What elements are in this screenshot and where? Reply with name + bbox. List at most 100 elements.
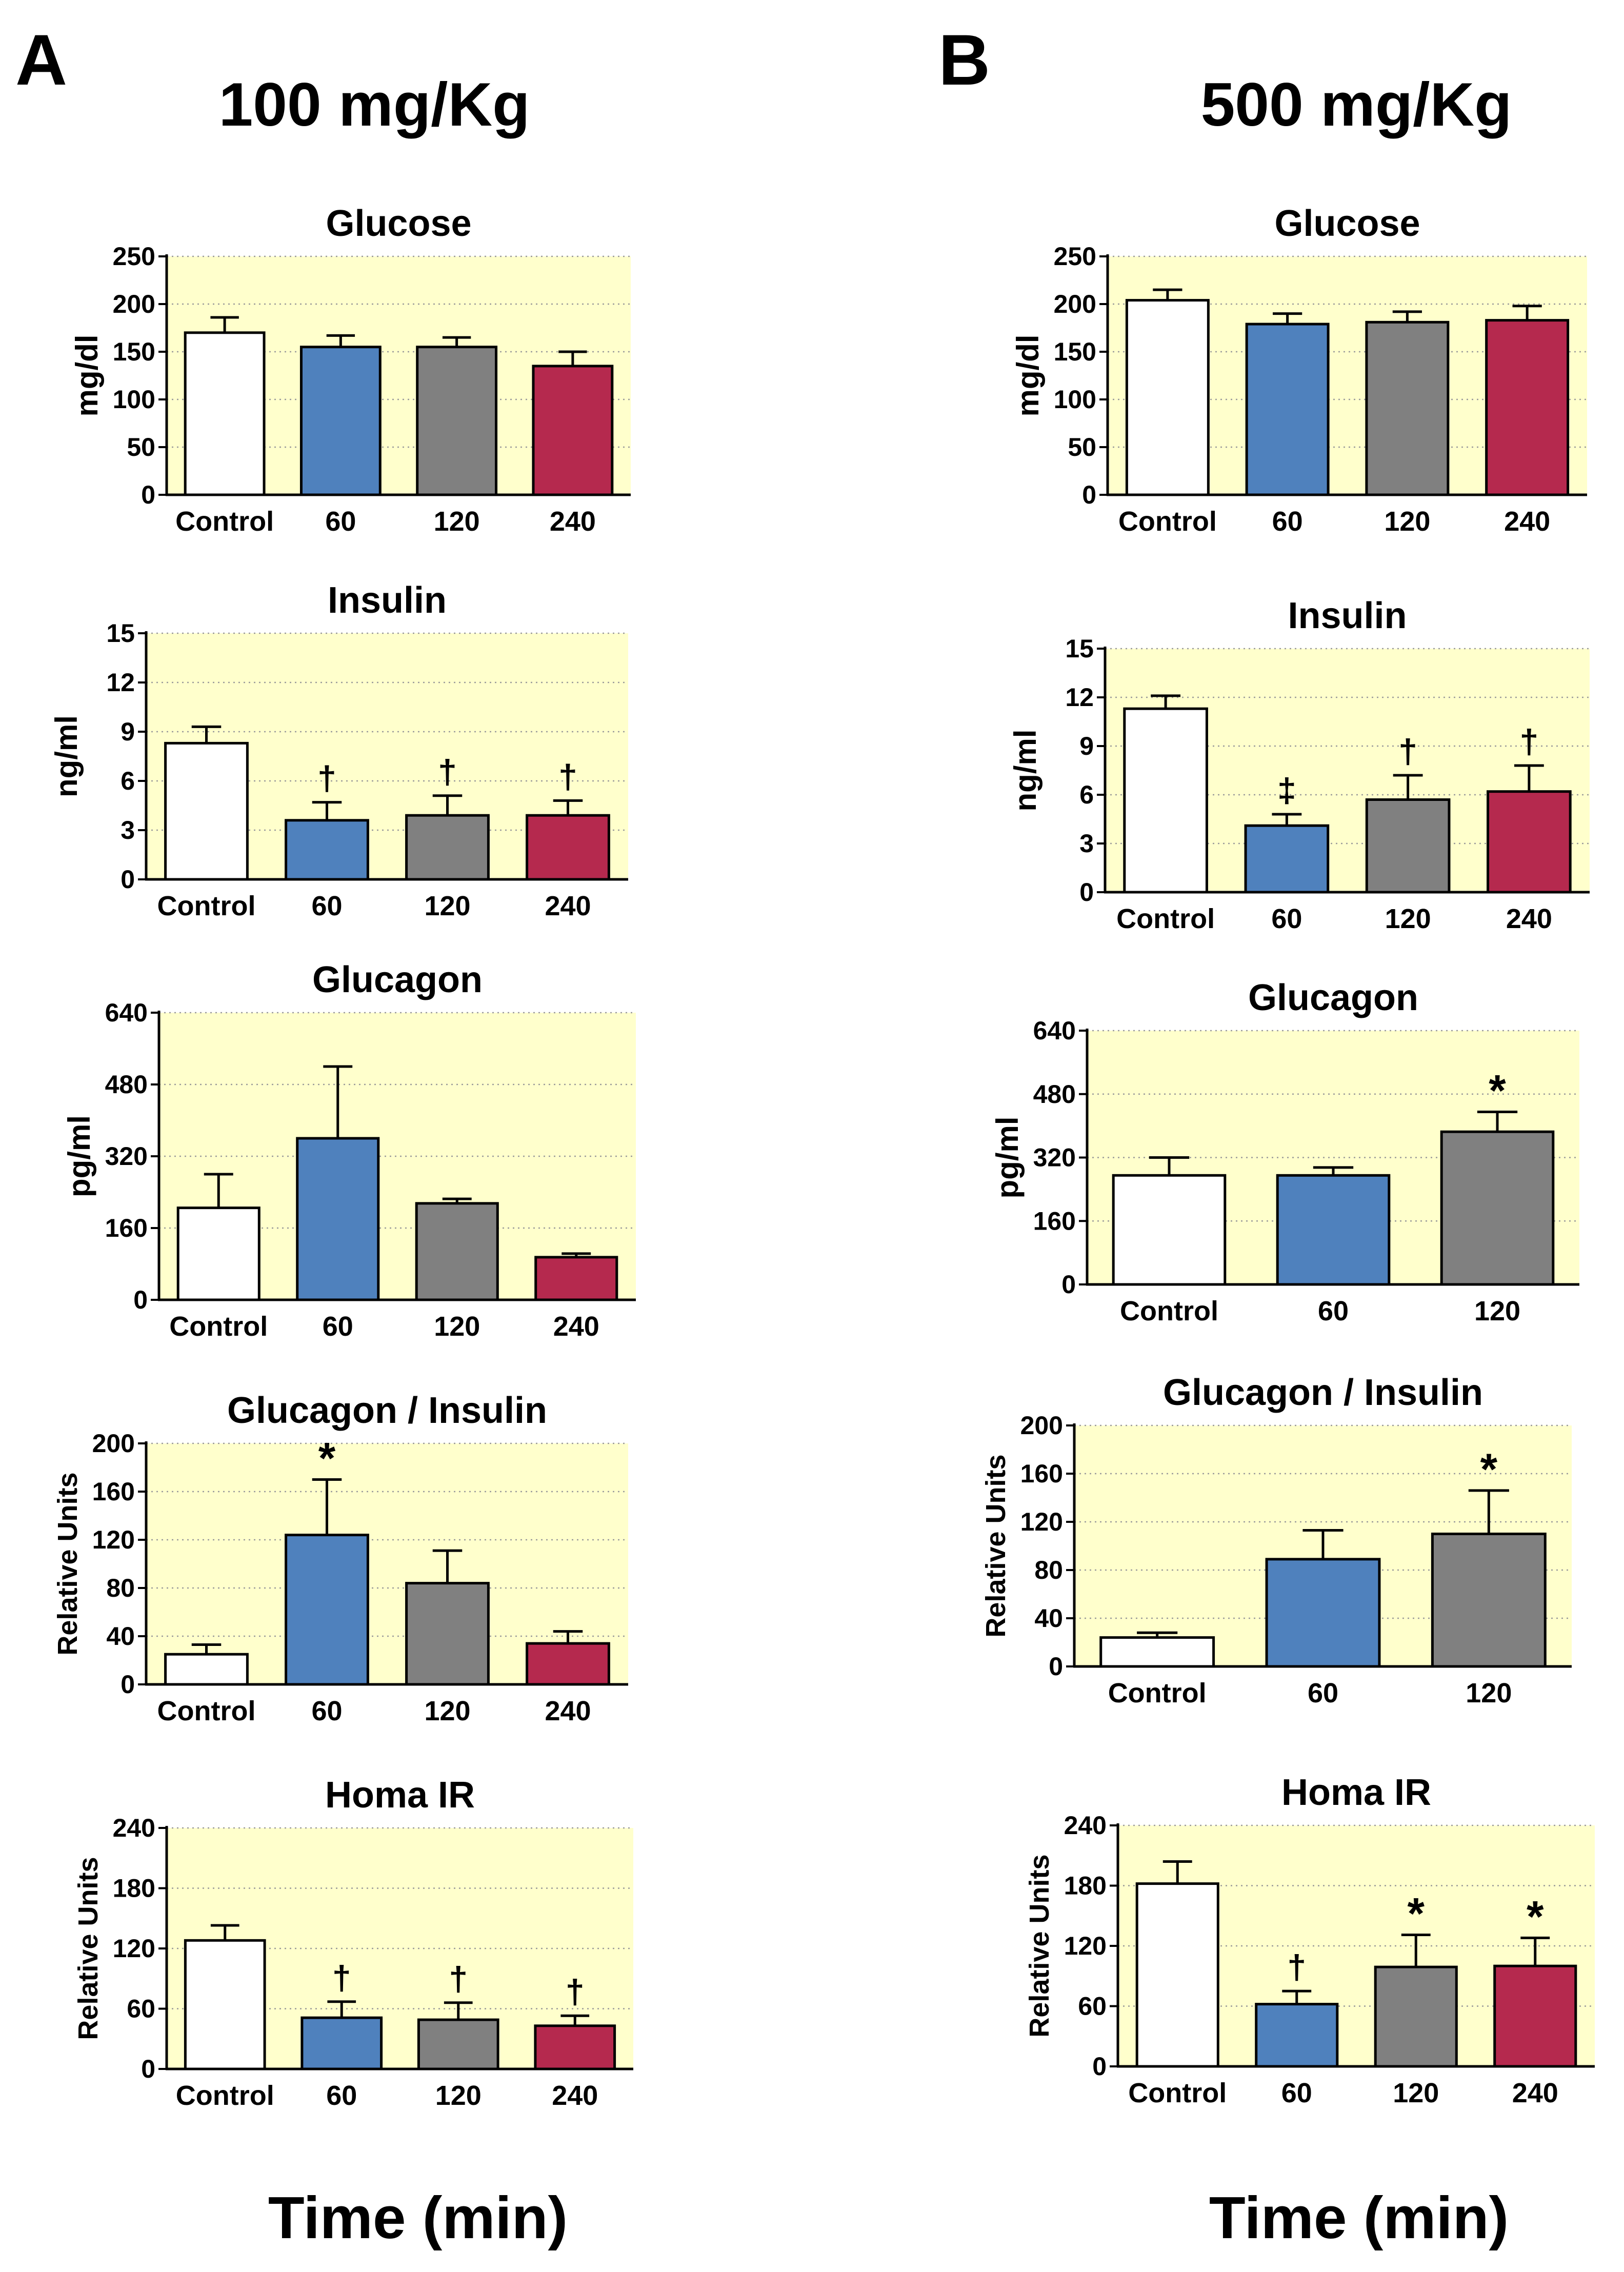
panel-a-insulin-ytick-label: 9 xyxy=(121,717,135,746)
panel-b-homa-ir-category-120: 120 xyxy=(1393,2078,1439,2108)
panel-b-insulin-category-240: 240 xyxy=(1506,903,1552,934)
panel-a-glucose-ytick-label: 150 xyxy=(113,337,155,366)
panel-b-glucagon-significance-120: * xyxy=(1489,1067,1506,1116)
panel-b-glucagon-title: Glucagon xyxy=(1248,977,1418,1018)
panel-a-insulin-ytick-label: 6 xyxy=(121,767,135,795)
panel-a-glucagon-bar-60 xyxy=(296,1137,380,1301)
panel-b-insulin-significance-60: ‡ xyxy=(1277,771,1296,809)
panel-a-glucagon-ytick-label: 320 xyxy=(105,1142,148,1171)
panel-b-glucagon-insulin-category-120: 120 xyxy=(1466,1678,1512,1708)
panel-a-glucagon-insulin-ytick-label: 40 xyxy=(106,1622,135,1651)
panel-a-insulin-ytick-label: 3 xyxy=(121,816,135,845)
panel-b-homa-ir-category-control: Control xyxy=(1128,2078,1227,2108)
panel-a-glucose-category-control: Control xyxy=(175,506,274,537)
panel-b-glucagon-insulin-category-60: 60 xyxy=(1308,1678,1338,1708)
panel-b-homa-ir-ytick-label: 240 xyxy=(1064,1811,1107,1840)
panel-a-insulin-ytick-label: 12 xyxy=(106,668,135,697)
panel-a-letter: A xyxy=(15,19,67,100)
panel-b-homa-ir-significance-60: † xyxy=(1287,1948,1306,1986)
panel-a-glucose-ytick-label: 200 xyxy=(113,290,155,318)
panel-b-homa-ir-ytick-label: 120 xyxy=(1064,1932,1107,1960)
panel-b-glucagon-ytick-label: 640 xyxy=(1033,1016,1076,1045)
panel-a-glucagon-insulin-ytick-label: 120 xyxy=(92,1525,135,1554)
panel-b-glucagon-ytick-label: 320 xyxy=(1033,1143,1076,1172)
panel-a-glucagon-category-240: 240 xyxy=(553,1311,599,1342)
panel-a-dose: 100 mg/Kg xyxy=(219,70,530,139)
panel-b-glucose-category-240: 240 xyxy=(1504,506,1550,537)
panel-b-homa-ir-bar-120 xyxy=(1374,1965,1458,2068)
panel-a-glucose-category-240: 240 xyxy=(550,506,596,537)
panel-a-insulin-category-60: 60 xyxy=(311,891,342,921)
panel-a-glucagon-insulin-title: Glucagon / Insulin xyxy=(227,1390,547,1431)
panel-b-glucagon-insulin-ytick-label: 120 xyxy=(1020,1507,1063,1536)
panel-a-glucagon-bar-240 xyxy=(534,1256,618,1301)
panel-b-glucose-chart: 0 50 100 150 200 250 Glucose mg/dl Control 60 120 2… xyxy=(1011,203,1587,537)
panel-b-glucagon-insulin-ytick-label: 0 xyxy=(1049,1652,1063,1681)
panel-b-glucose-category-control: Control xyxy=(1118,506,1217,537)
panel-a-glucagon-insulin-category-240: 240 xyxy=(545,1696,591,1726)
panel-b-insulin-bar-120 xyxy=(1365,798,1451,894)
panel-b-glucose-category-60: 60 xyxy=(1272,506,1303,537)
panel-b-glucose-ytick-label: 150 xyxy=(1054,337,1096,366)
panel-b-insulin-ylabel: ng/ml xyxy=(1008,730,1042,812)
panel-b-glucose-title: Glucose xyxy=(1274,203,1420,244)
panel-a-homa-ir-ylabel: Relative Units xyxy=(73,1857,104,2040)
panel-b-insulin-chart: 0 3 6 9 12 15 Insulin ng/ml Control 60 ‡ 120 † 240 † xyxy=(1008,595,1590,934)
panel-b-glucagon-insulin-bar-120 xyxy=(1431,1533,1547,1668)
panel-a-homa-ir-significance-60: † xyxy=(332,1959,351,1997)
panel-a-glucagon-ytick-label: 0 xyxy=(133,1285,148,1314)
panel-b-insulin-ytick-label: 3 xyxy=(1079,829,1094,858)
panel-a-glucagon-bar-120 xyxy=(415,1202,499,1301)
panel-b-insulin-significance-240: † xyxy=(1520,722,1539,760)
panel-b-glucagon-insulin-category-control: Control xyxy=(1108,1678,1207,1708)
panel-a-glucagon-insulin-ytick-label: 80 xyxy=(106,1574,135,1602)
panel-a-glucagon-chart: 0 160 320 480 640 Glucagon pg/ml Control 60 120 24… xyxy=(62,959,636,1342)
panel-a-glucagon-ytick-label: 640 xyxy=(105,998,148,1027)
panel-a-insulin-significance-120: † xyxy=(438,753,457,791)
panel-a-glucose-ylabel: mg/dl xyxy=(70,335,104,417)
panel-a-glucagon-ytick-label: 160 xyxy=(105,1214,148,1242)
panel-b-glucagon-ytick-label: 160 xyxy=(1033,1207,1076,1235)
panel-a-glucose-ytick-label: 50 xyxy=(127,433,155,461)
panel-b-glucagon-insulin-ytick-label: 80 xyxy=(1034,1556,1063,1584)
panel-a-homa-ir-bar-60 xyxy=(300,2016,383,2070)
panel-a-homa-ir-ytick-label: 180 xyxy=(113,1874,155,1903)
panel-a-glucose-bar-240 xyxy=(532,365,614,496)
panel-b-glucagon-insulin-ytick-label: 200 xyxy=(1020,1411,1063,1440)
panel-a-homa-ir-chart: 0 60 120 180 240 Homa IR Relative Units Control… xyxy=(73,1775,633,2111)
panel-a-glucose-ytick-label: 100 xyxy=(113,385,155,414)
panel-a-glucagon-insulin-bar-240 xyxy=(526,1642,610,1686)
panel-a-homa-ir-category-240: 240 xyxy=(552,2080,598,2111)
panel-a-glucose-bar-60 xyxy=(299,346,382,496)
panel-a-homa-ir-title: Homa IR xyxy=(325,1775,475,1816)
panel-a-glucagon-insulin-chart: 0 40 80 120 160 200 Glucagon / Insulin Relative… xyxy=(52,1390,628,1726)
panel-a-homa-ir-ytick-label: 0 xyxy=(141,2055,155,2083)
panel-b-time-label: Time (min) xyxy=(1209,2184,1509,2251)
panel-a-homa-ir-bar-240 xyxy=(534,2024,616,2070)
panel-b-homa-ir-bar-control xyxy=(1135,1882,1219,2068)
panel-a-homa-ir-significance-120: † xyxy=(449,1960,468,1998)
panel-a-homa-ir-ytick-label: 240 xyxy=(113,1814,155,1842)
panel-b-homa-ir-category-60: 60 xyxy=(1281,2078,1312,2108)
panel-b-homa-ir-ylabel: Relative Units xyxy=(1024,1854,1055,2037)
panel-b-insulin-ytick-label: 12 xyxy=(1065,683,1094,712)
panel-a-insulin-category-240: 240 xyxy=(545,891,591,921)
panel-a-glucose-ytick-label: 0 xyxy=(141,480,155,509)
panel-b-insulin-category-60: 60 xyxy=(1271,903,1302,934)
panel-b-glucose-category-120: 120 xyxy=(1384,506,1430,537)
panel-b-glucagon-insulin-significance-120: * xyxy=(1480,1445,1498,1494)
panel-b-glucagon-insulin-bar-control xyxy=(1099,1636,1215,1668)
panel-b-glucose-bar-60 xyxy=(1245,323,1330,496)
panel-a-glucagon-insulin-bar-120 xyxy=(405,1582,490,1686)
panel-a-glucose-bar-control xyxy=(184,331,266,496)
panel-a-glucagon-category-control: Control xyxy=(169,1311,268,1342)
panel-b-letter: B xyxy=(938,19,990,100)
panel-a-insulin-ylabel: ng/ml xyxy=(49,715,84,797)
panel-a-homa-ir-ytick-label: 120 xyxy=(113,1934,155,1963)
panel-b-glucagon-insulin-title: Glucagon / Insulin xyxy=(1163,1372,1483,1413)
panel-b-glucagon-insulin-ytick-label: 40 xyxy=(1034,1604,1063,1633)
panel-a-glucagon-insulin-category-60: 60 xyxy=(311,1696,342,1726)
panel-a-insulin-bar-control xyxy=(164,741,249,881)
